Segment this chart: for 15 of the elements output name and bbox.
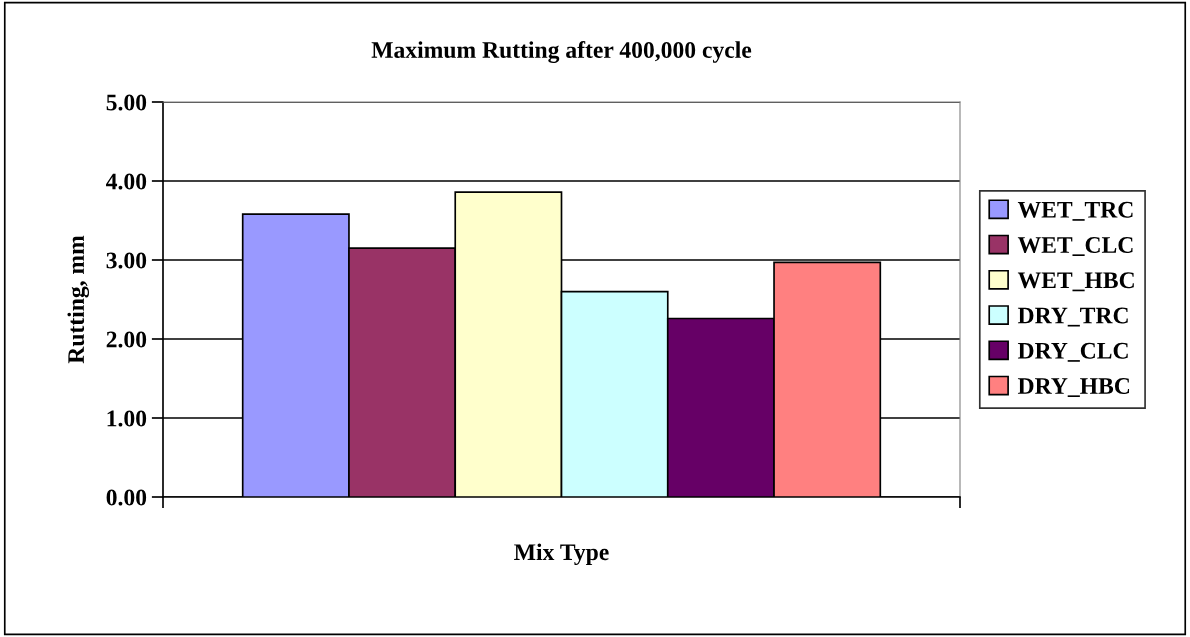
legend-label: DRY_CLC [1017,342,1128,362]
y-tick-label: 1.00 [107,410,147,427]
chart-title: Maximum Rutting after 400,000 cycle [371,41,752,63]
y-tick-label: 2.00 [106,331,147,348]
legend-label: WET_CLC [1017,237,1133,257]
y-tick-label: 3.00 [106,252,147,269]
y-tick-label: 5.00 [106,94,147,111]
legend-label: DRY_TRC [1017,307,1128,327]
legend-label: WET_HBC [1017,272,1134,292]
y-tick-label: 4.00 [106,173,147,190]
x-axis-title: Mix Type [514,543,609,566]
legend-label: DRY_HBC [1017,378,1130,398]
y-axis-title: Rutting, mm [67,235,90,364]
y-tick-label: 0.00 [106,489,147,506]
legend-label: WET_TRC [1017,201,1133,221]
